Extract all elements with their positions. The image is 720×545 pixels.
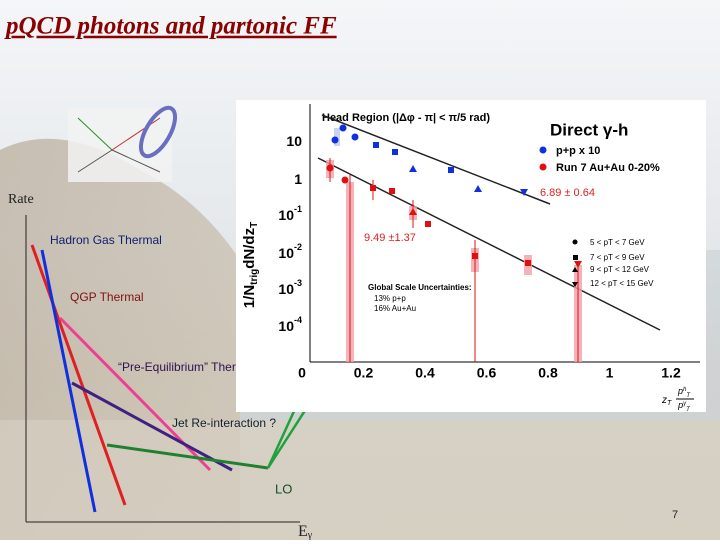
tick-base: 10 bbox=[286, 133, 302, 149]
curve-label: LO bbox=[275, 481, 292, 496]
legend-marker bbox=[539, 163, 547, 171]
curve-label: Jet Re-interaction ? bbox=[172, 416, 276, 430]
y-tick-label: 10-4 bbox=[278, 315, 302, 333]
y-tick-label: 10-2 bbox=[278, 242, 302, 260]
legend-marker bbox=[539, 146, 547, 154]
tick-base: 10 bbox=[278, 281, 294, 297]
label-part: h bbox=[683, 387, 687, 393]
scale-uncertainty-line: 16% Au+Au bbox=[374, 304, 416, 313]
label-part: p bbox=[677, 400, 683, 410]
y-tick-label: 1 bbox=[294, 171, 302, 187]
y-tick-label: 10-3 bbox=[278, 278, 302, 296]
tick-exponent: -1 bbox=[294, 204, 302, 214]
curve-label: Hadron Gas Thermal bbox=[50, 233, 162, 247]
auau-points bbox=[326, 164, 582, 268]
curve-label: QGP Thermal bbox=[70, 290, 144, 304]
inset-x-label: zT bbox=[661, 395, 672, 407]
label-part: dN/dz bbox=[241, 228, 258, 269]
x-label-numerator: phT bbox=[677, 386, 691, 398]
inset-plot: Head Region (|Δφ - π| < π/5 rad) Direct … bbox=[236, 100, 706, 413]
background-sand bbox=[0, 420, 720, 540]
tick-exponent: -3 bbox=[294, 278, 302, 288]
pt-bin-markers bbox=[572, 239, 578, 287]
tick-base: 10 bbox=[278, 318, 294, 334]
label-part: γ bbox=[683, 401, 687, 407]
feynman-diagram bbox=[68, 105, 178, 182]
slope-label: 9.49 ±1.37 bbox=[364, 232, 416, 244]
x-tick-label: 0.4 bbox=[415, 365, 435, 381]
jet-reinteraction-curve bbox=[71, 381, 233, 472]
label-part: T bbox=[686, 393, 691, 399]
tick-base: 1 bbox=[294, 171, 302, 187]
pp-points bbox=[331, 124, 528, 196]
y-tick-label: 10-1 bbox=[278, 204, 302, 222]
inset-x-ticks: 0 0.2 0.4 0.6 0.8 1 1.2 bbox=[298, 365, 681, 381]
slide-title: pQCD photons and partonic FF bbox=[4, 13, 337, 40]
tick-base: 10 bbox=[278, 245, 294, 261]
energy-subscript: γ bbox=[307, 530, 313, 540]
hadron-gas-curve bbox=[30, 244, 127, 506]
qgp-curve bbox=[40, 249, 97, 513]
legend-entry: Run 7 Au+Au 0-20% bbox=[556, 162, 660, 174]
pt-bin-label: 9 < pT < 12 GeV bbox=[590, 265, 650, 274]
label-part: z bbox=[661, 395, 667, 406]
label-part: p bbox=[677, 386, 683, 396]
page-number: 7 bbox=[672, 509, 678, 521]
error-bars bbox=[329, 158, 579, 362]
x-tick-label: 1.2 bbox=[661, 365, 681, 381]
pt-bin-label: 5 < pT < 7 GeV bbox=[590, 238, 645, 247]
x-label-denominator: pγT bbox=[677, 400, 691, 412]
rate-label: Rate bbox=[8, 192, 34, 207]
energy-symbol: E bbox=[298, 523, 308, 540]
x-tick-label: 0.8 bbox=[538, 365, 558, 381]
scale-uncertainty-title: Global Scale Uncertainties: bbox=[368, 283, 472, 292]
tick-base: 10 bbox=[278, 207, 294, 223]
scale-uncertainty-line: 13% p+p bbox=[374, 294, 406, 303]
fit-line bbox=[321, 114, 551, 205]
x-tick-label: 0.2 bbox=[354, 365, 374, 381]
slope-label: 6.89 ± 0.64 bbox=[540, 187, 595, 199]
label-part: trig bbox=[249, 269, 260, 285]
pt-bin-label: 7 < pT < 9 GeV bbox=[590, 253, 645, 262]
label-part: T bbox=[249, 222, 260, 228]
x-tick-label: 0.6 bbox=[477, 365, 497, 381]
label-part: T bbox=[667, 400, 672, 407]
label-part: T bbox=[686, 407, 691, 413]
energy-label: Eγ bbox=[298, 523, 313, 540]
inset-title: Direct γ-h bbox=[550, 120, 628, 139]
label-part: 1/N bbox=[241, 285, 258, 308]
inset-region: Head Region (|Δφ - π| < π/5 rad) bbox=[322, 112, 490, 124]
y-tick-label: 10 bbox=[286, 133, 302, 149]
x-tick-label: 1 bbox=[606, 365, 614, 381]
legend-entry: p+p x 10 bbox=[556, 145, 600, 157]
lo-curve bbox=[106, 443, 269, 470]
tick-exponent: -4 bbox=[294, 315, 302, 325]
inset-y-label: 1/NtrigdN/dzT bbox=[241, 222, 260, 308]
curve-label: “Pre-Equilibrium” Thermal? bbox=[118, 360, 262, 374]
pt-bin-label: 12 < pT < 15 GeV bbox=[590, 279, 654, 288]
tick-exponent: -2 bbox=[294, 242, 302, 252]
x-tick-label: 0 bbox=[298, 365, 306, 381]
